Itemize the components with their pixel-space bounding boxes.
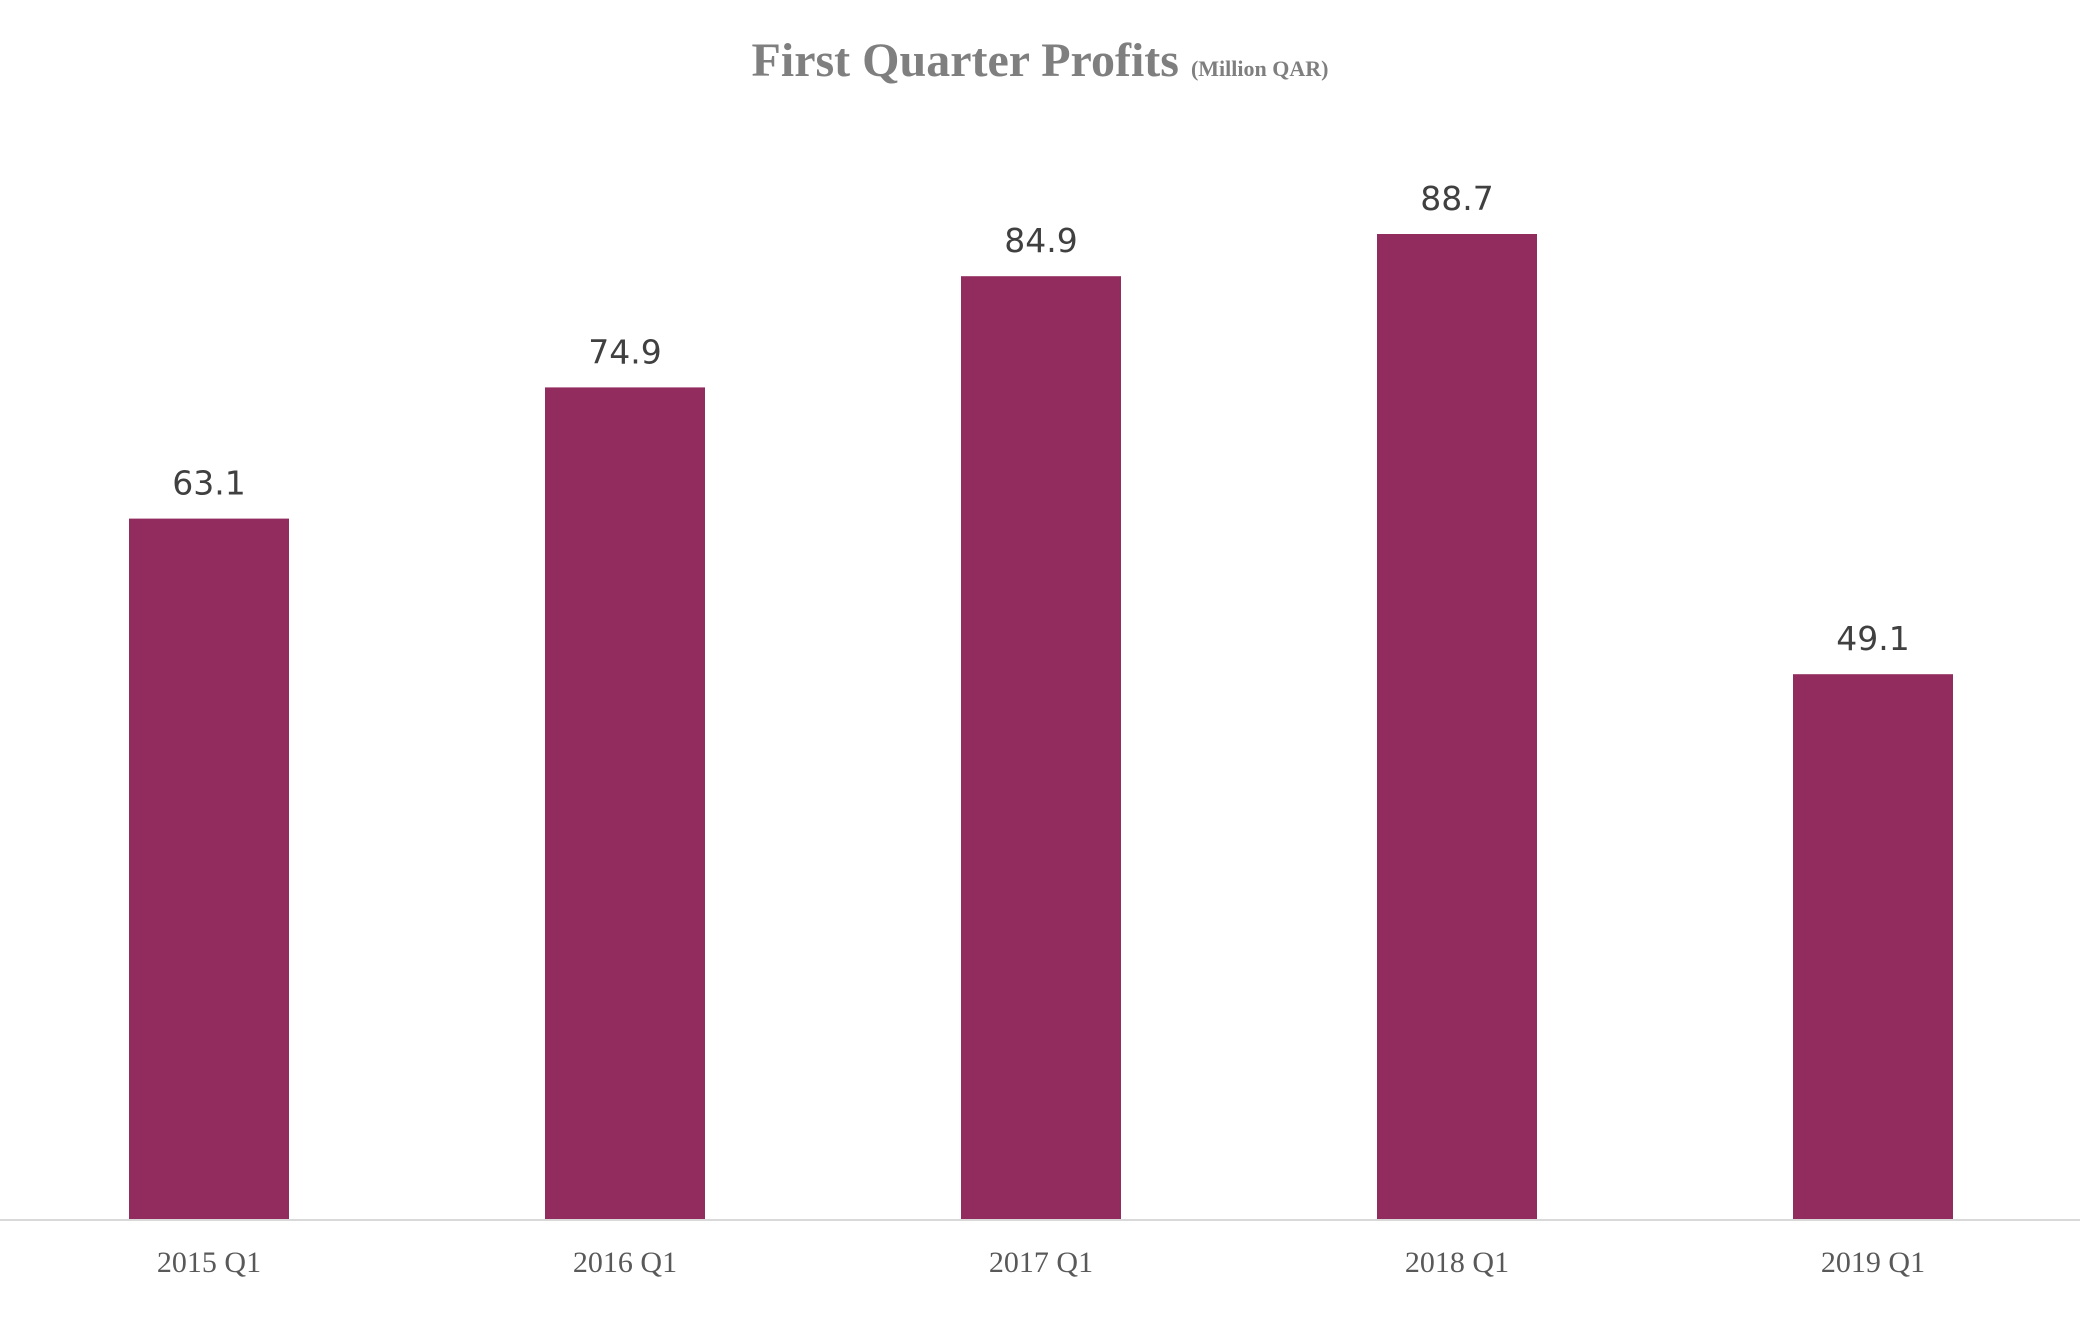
x-tick-label-2017-q1: 2017 Q1 (989, 1246, 1093, 1279)
x-axis-tick-labels: 2015 Q1 2016 Q1 2017 Q1 2018 Q1 2019 Q1 (157, 1246, 1925, 1279)
bar-2019-q1 (1793, 674, 1953, 1220)
x-tick-label-2015-q1: 2015 Q1 (157, 1246, 261, 1279)
data-label-2018-q1: 88.7 (1420, 179, 1493, 218)
data-label-2015-q1: 63.1 (172, 464, 245, 503)
chart-subtitle: (Million QAR) (1191, 56, 1329, 81)
bar-2018-q1 (1377, 234, 1537, 1220)
data-label-2019-q1: 49.1 (1836, 619, 1909, 658)
bar-2016-q1 (545, 387, 705, 1220)
data-labels-layer: 63.1 74.9 84.9 88.7 49.1 (172, 179, 1909, 658)
x-tick-label-2016-q1: 2016 Q1 (573, 1246, 677, 1279)
x-tick-label-2018-q1: 2018 Q1 (1405, 1246, 1509, 1279)
data-label-2017-q1: 84.9 (1004, 221, 1077, 260)
x-tick-label-2019-q1: 2019 Q1 (1821, 1246, 1925, 1279)
bar-2015-q1 (129, 518, 289, 1220)
bar-2017-q1 (961, 276, 1121, 1220)
chart-title-main: First Quarter Profits (752, 34, 1179, 87)
data-label-2016-q1: 74.9 (588, 332, 661, 371)
chart-title: First Quarter Profits (Million QAR) (752, 34, 1329, 87)
bars-layer (129, 234, 1953, 1220)
